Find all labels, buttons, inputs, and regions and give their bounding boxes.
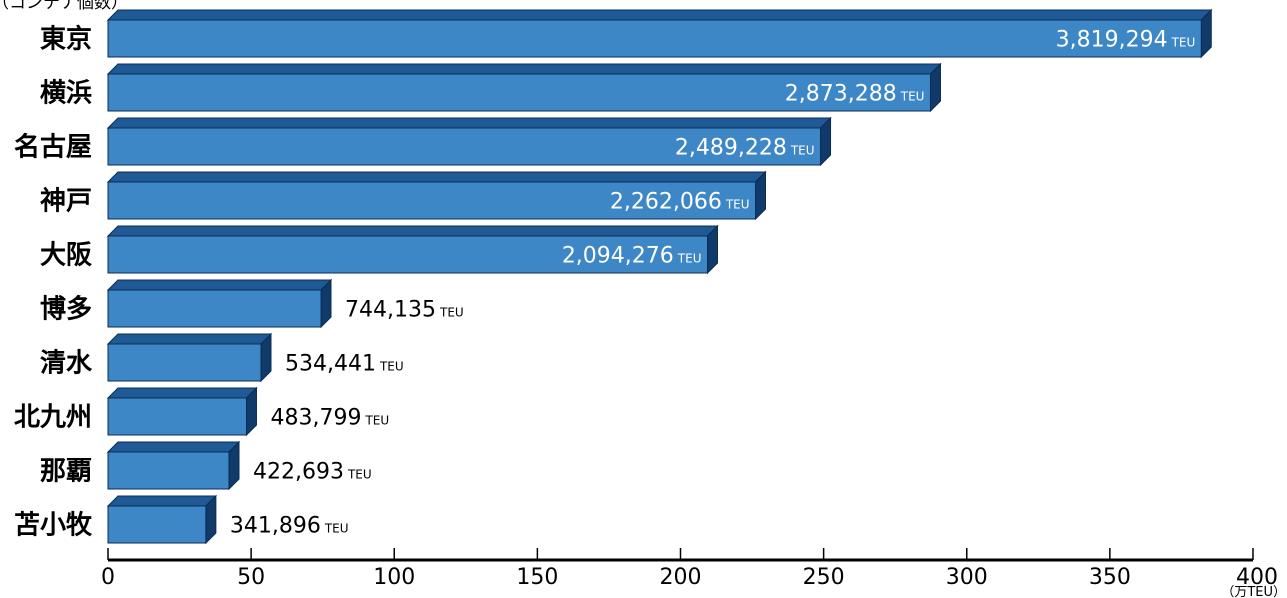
value-label: 2,094,276 TEU	[562, 244, 702, 269]
bar-top-face	[106, 225, 719, 237]
category-label: 大阪	[40, 241, 92, 271]
bar-4: 2,262,066 TEU	[106, 170, 767, 221]
bar-top-face	[106, 495, 218, 507]
category-label: 博多	[40, 295, 92, 325]
x-tick-label: 300	[946, 565, 988, 590]
category-label: 北九州	[14, 403, 92, 433]
bar-front-face	[107, 127, 822, 166]
value-label: 2,262,066 TEU	[610, 190, 750, 215]
x-tick-label: 400	[1236, 565, 1278, 590]
bar-front-face	[107, 451, 230, 490]
bar-10: 341,896 TEU	[106, 494, 349, 545]
value-unit: TEU	[324, 522, 349, 536]
bar-front-face	[107, 19, 1202, 58]
bar-front-face	[107, 343, 262, 382]
value-number: 3,819,294	[1056, 28, 1168, 53]
value-unit: TEU	[790, 144, 815, 158]
bar-8: 483,799 TEU	[106, 386, 389, 437]
chart-top-label: （コンテナ個数）	[0, 0, 128, 13]
x-tick-label: 200	[660, 565, 702, 590]
value-label: 2,489,228 TEU	[675, 136, 815, 161]
value-unit: TEU	[1171, 36, 1196, 50]
bar-1: 3,819,294 TEU	[106, 8, 1213, 59]
category-label: 清水	[40, 349, 93, 379]
x-tick-label: 100	[373, 565, 415, 590]
value-label: 2,873,288 TEU	[785, 82, 925, 107]
value-number: 744,135	[345, 298, 436, 323]
value-unit: TEU	[725, 198, 750, 212]
value-number: 422,693	[253, 460, 344, 485]
value-unit: TEU	[379, 360, 404, 374]
x-tick-label: 150	[516, 565, 558, 590]
value-number: 2,094,276	[562, 244, 674, 269]
value-label: 483,799 TEU	[270, 406, 389, 431]
bar-front-face	[107, 235, 708, 274]
bar-front-face	[107, 505, 207, 544]
x-tick-label: 50	[237, 565, 265, 590]
category-label: 苫小牧	[14, 511, 93, 541]
x-tick-label: 250	[803, 565, 845, 590]
category-label: 東京	[40, 24, 92, 55]
value-unit: TEU	[900, 90, 925, 104]
x-axis: 0 50 100 150 200 250 300 350 400（万TEU）	[101, 548, 1286, 598]
x-axis-unit: （万TEU）	[1221, 585, 1286, 598]
bar-front-face	[107, 181, 757, 220]
value-label: 744,135 TEU	[345, 298, 464, 323]
bar-front-face	[107, 289, 322, 328]
bar-top-face	[106, 9, 1213, 21]
bar-top-face	[106, 387, 258, 399]
category-label: 那覇	[40, 457, 92, 487]
bar-5: 2,094,276 TEU	[106, 224, 719, 275]
category-label: 横浜	[40, 79, 92, 109]
value-unit: TEU	[677, 252, 702, 266]
x-tick-label: 0	[101, 565, 115, 590]
value-number: 2,873,288	[785, 82, 897, 107]
value-number: 341,896	[230, 514, 321, 539]
value-unit: TEU	[439, 306, 464, 320]
bar-top-face	[106, 441, 241, 453]
value-number: 534,441	[285, 352, 376, 377]
value-label: 422,693 TEU	[253, 460, 372, 485]
value-label: 3,819,294 TEU	[1056, 28, 1196, 53]
bar-top-face	[106, 279, 333, 291]
value-unit: TEU	[347, 468, 372, 482]
value-label: 534,441 TEU	[285, 352, 404, 377]
bar-3: 2,489,228 TEU	[106, 116, 832, 167]
bar-9: 422,693 TEU	[106, 440, 372, 491]
bar-7: 534,441 TEU	[106, 332, 404, 383]
category-label: 名古屋	[14, 132, 92, 163]
bar-top-face	[106, 171, 767, 183]
x-tick-label: 350	[1089, 565, 1131, 590]
bar-top-face	[106, 333, 273, 345]
value-number: 2,489,228	[675, 136, 787, 161]
bar-6: 744,135 TEU	[106, 278, 464, 329]
value-unit: TEU	[364, 414, 389, 428]
bar-front-face	[107, 397, 247, 436]
bar-2: 2,873,288 TEU	[106, 62, 942, 113]
bar-top-face	[106, 63, 942, 75]
bar-top-face	[106, 117, 832, 129]
value-label: 341,896 TEU	[230, 514, 349, 539]
value-number: 2,262,066	[610, 190, 722, 215]
value-number: 483,799	[270, 406, 361, 431]
bar-front-face	[107, 73, 931, 112]
category-label: 神戸	[40, 187, 92, 217]
